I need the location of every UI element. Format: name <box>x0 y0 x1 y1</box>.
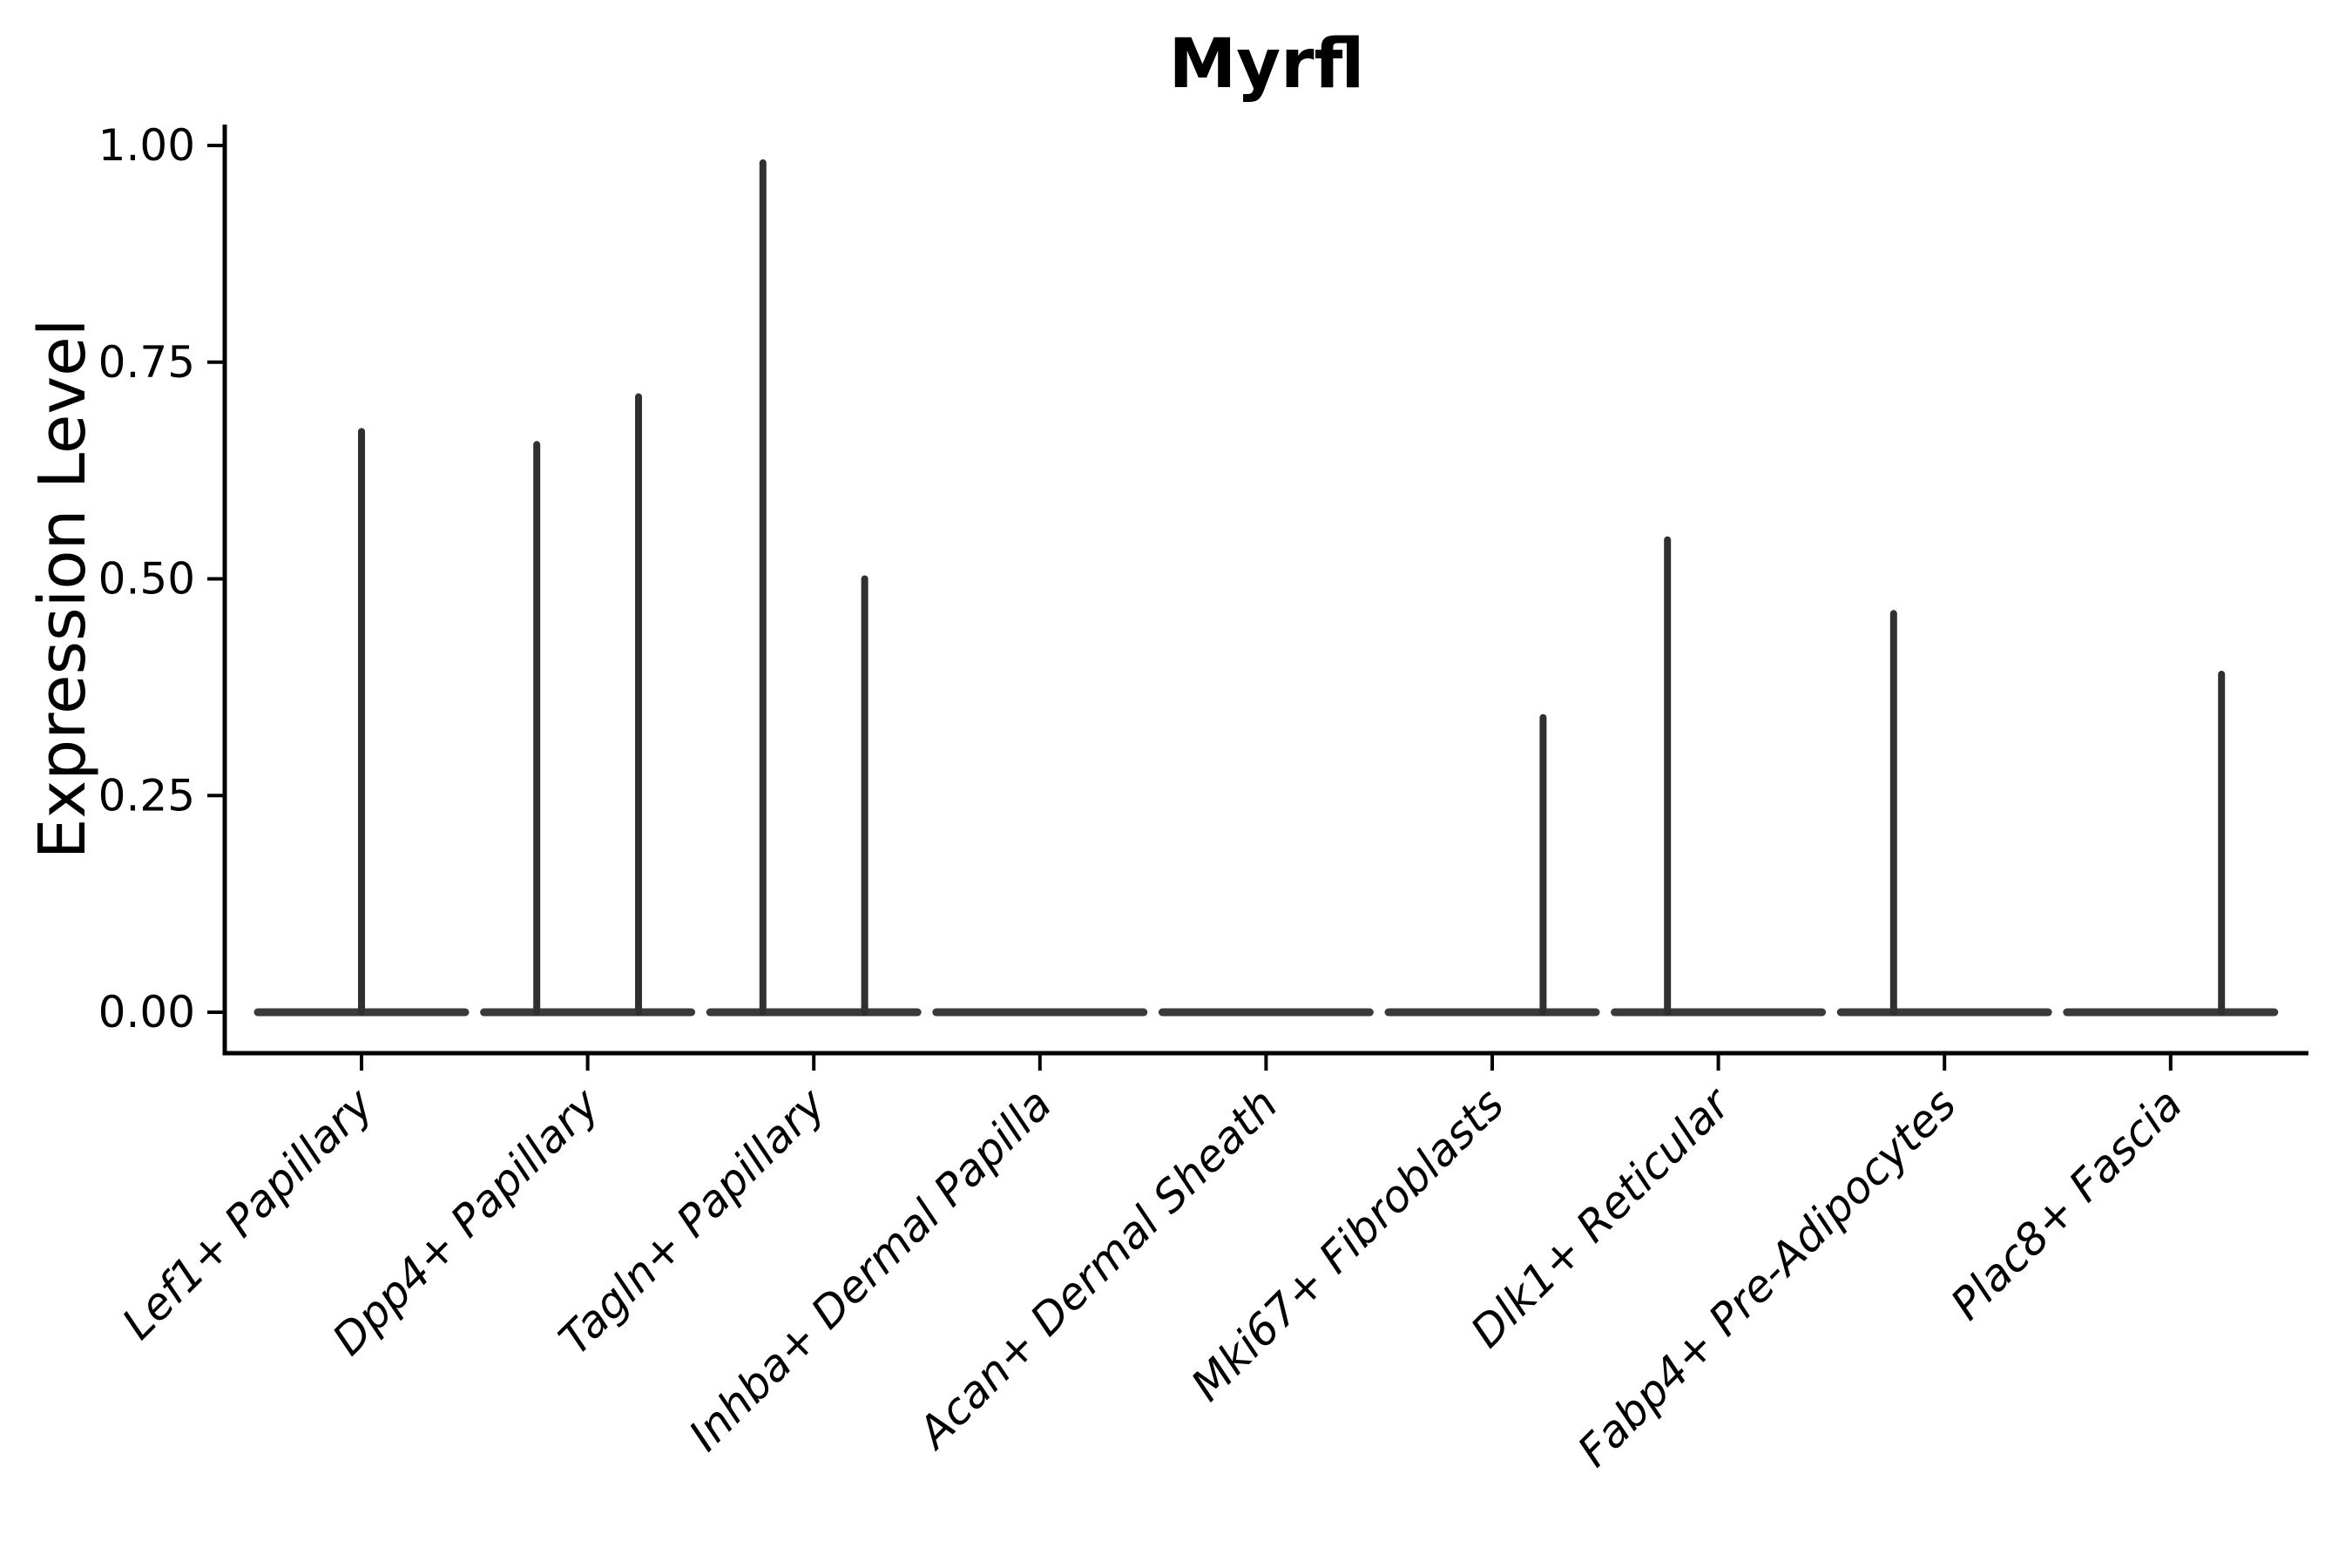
x-tick-label: Fabp4+ Pre-Adipocytes <box>1568 1078 1966 1477</box>
y-tick-label: 0.75 <box>98 337 195 388</box>
y-tick-label: 0.00 <box>98 987 195 1037</box>
x-tick-label: Plac8+ Fascia <box>1941 1078 2192 1329</box>
chart-title: Myrfl <box>1168 25 1365 104</box>
x-tick-label: Inhba+ Dermal Papilla <box>679 1078 1061 1460</box>
y-tick-label: 0.50 <box>98 554 195 605</box>
y-tick-label: 1.00 <box>98 120 195 171</box>
x-tick-label: Acan+ Dermal Sheath <box>907 1078 1288 1459</box>
y-tick-label: 0.25 <box>98 770 195 821</box>
